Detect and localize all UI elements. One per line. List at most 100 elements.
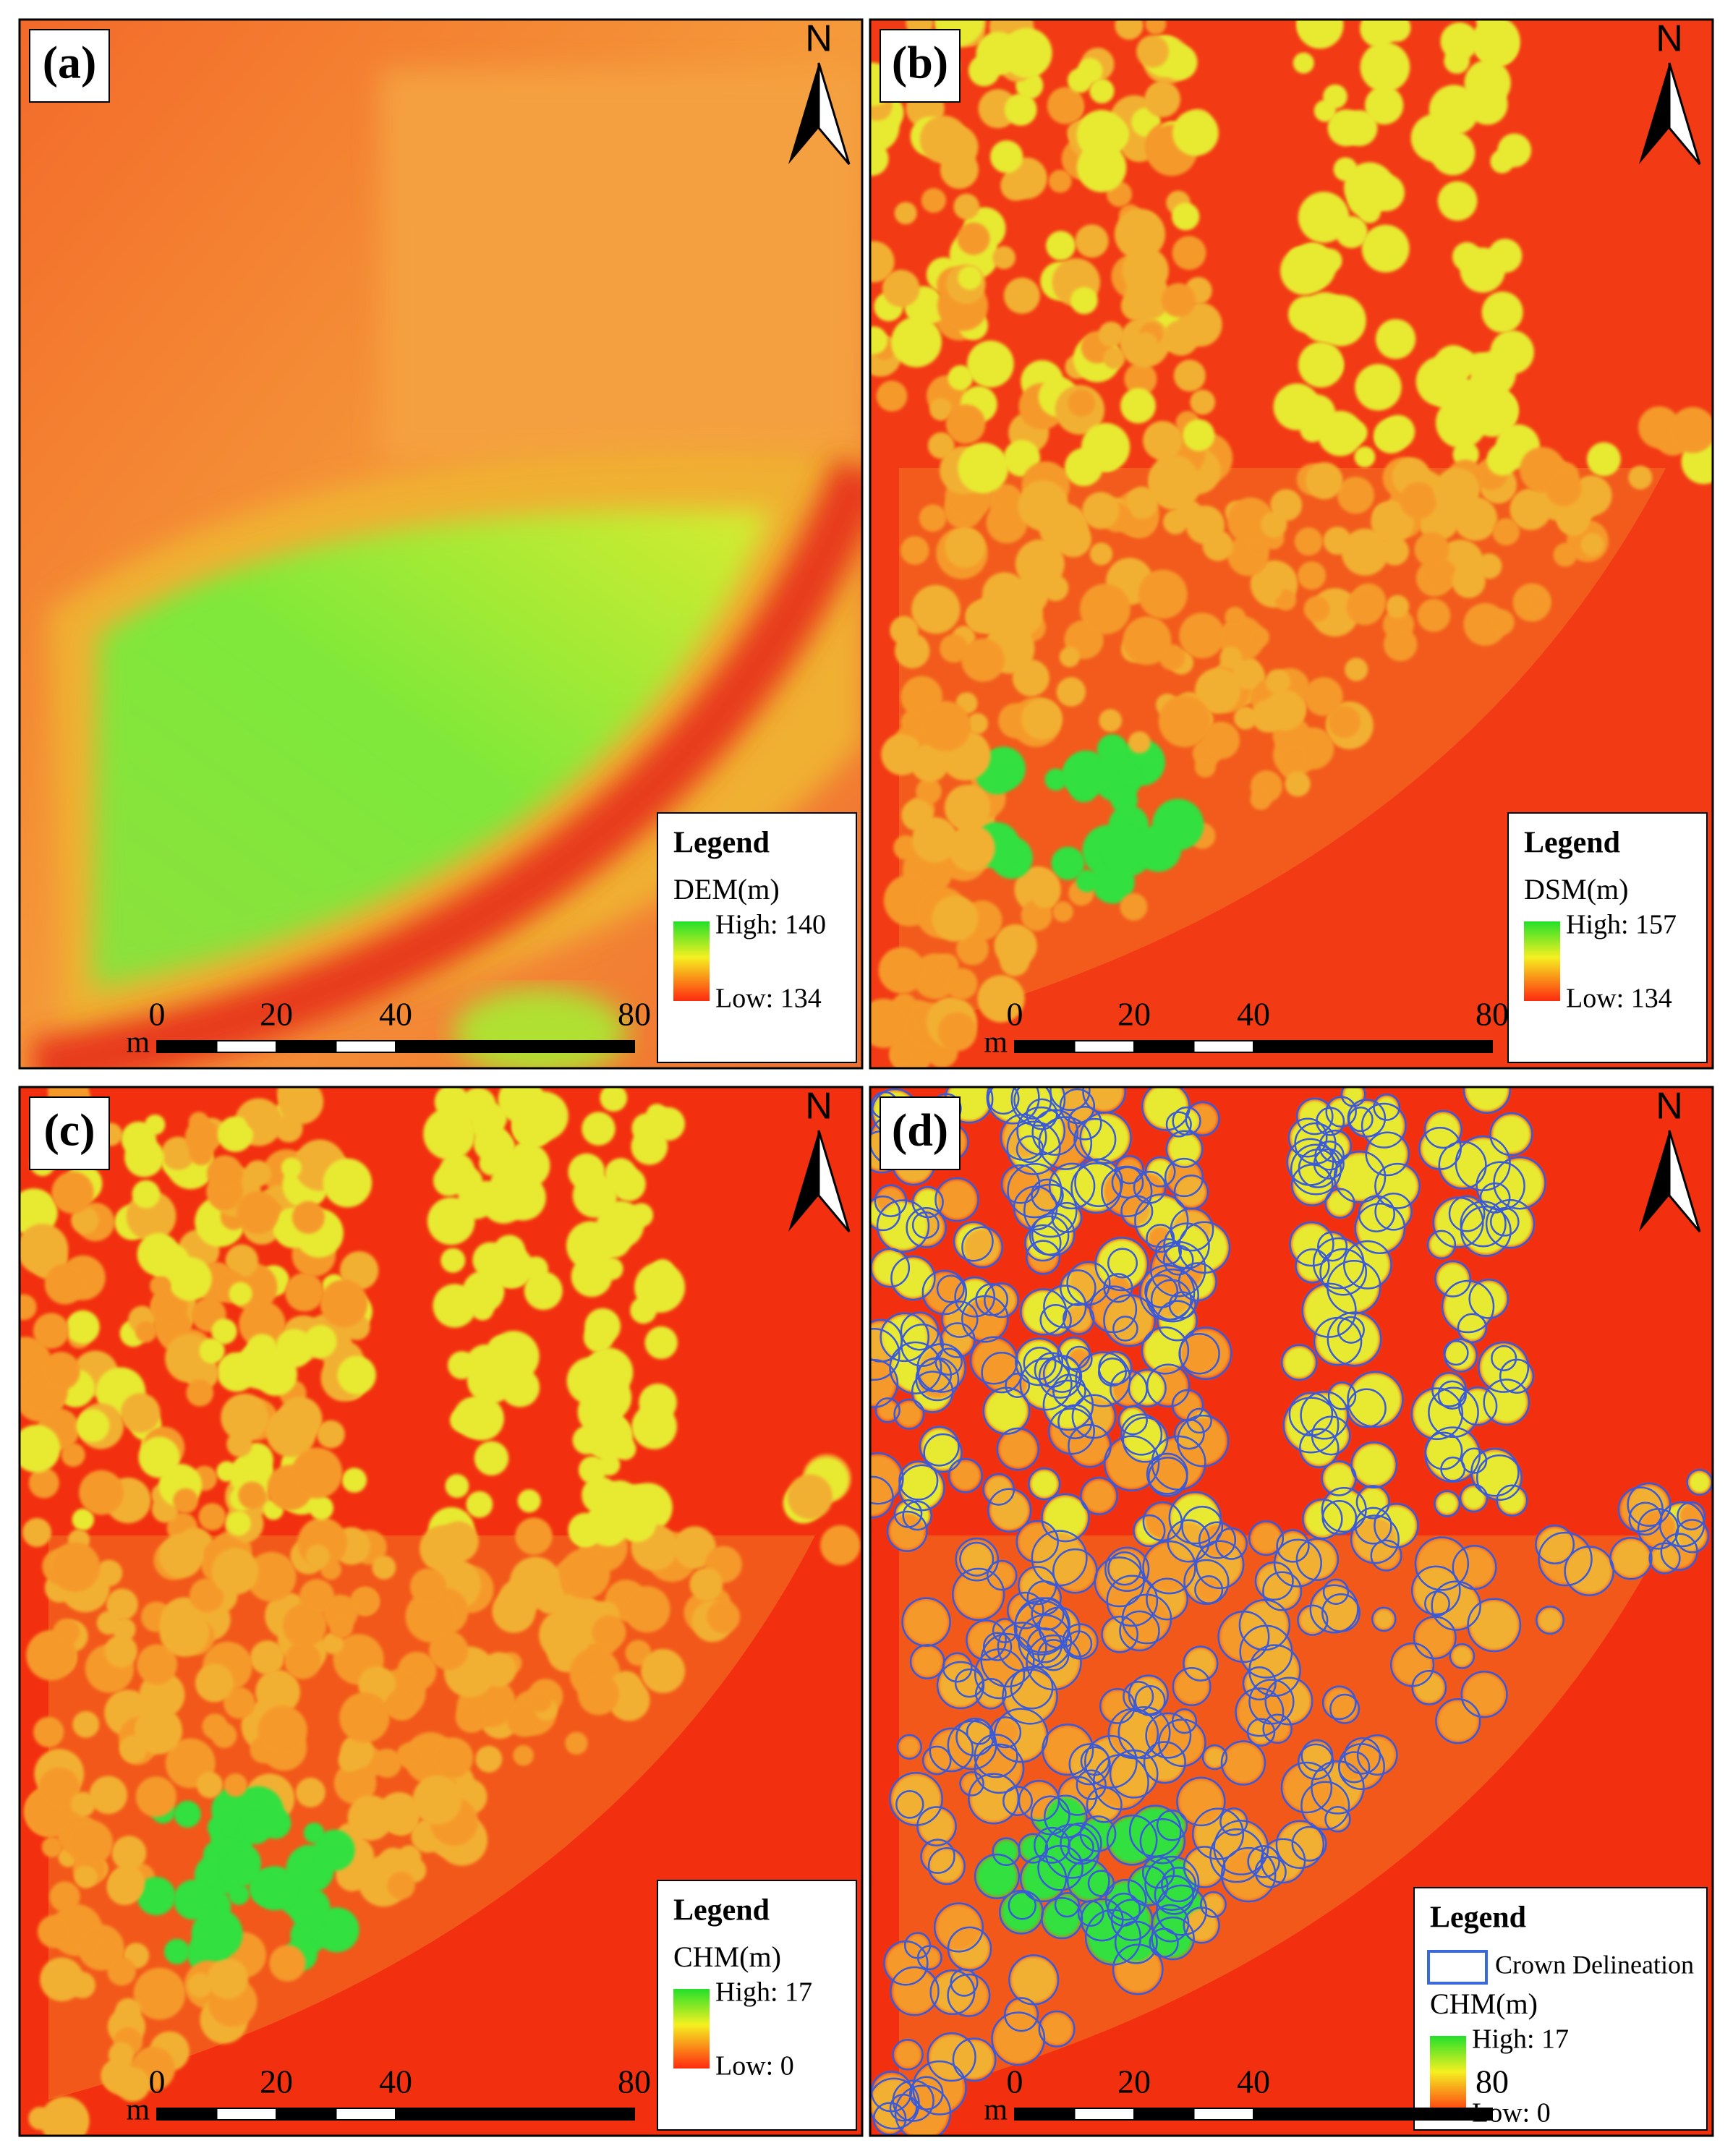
crown-outline bbox=[1254, 1856, 1287, 1888]
crown-outline bbox=[921, 1269, 968, 1316]
tree-crown bbox=[1131, 1676, 1167, 1713]
tree-crown bbox=[1044, 768, 1068, 791]
tree-crown bbox=[936, 1904, 982, 1951]
crown-outline bbox=[1177, 1415, 1230, 1467]
tree-crown bbox=[1469, 1600, 1519, 1650]
crown-outline bbox=[1109, 1749, 1159, 1799]
tree-crown bbox=[932, 1972, 974, 2013]
tree-crown bbox=[1176, 1420, 1203, 1448]
tree-crown bbox=[565, 1731, 588, 1755]
crown-outline bbox=[936, 1274, 965, 1303]
tree-crown bbox=[1136, 35, 1169, 68]
tree-crown bbox=[405, 1590, 458, 1643]
scale-tick-label: 0 bbox=[149, 996, 166, 1033]
tree-crown bbox=[450, 1408, 474, 1433]
crown-outline bbox=[1144, 1274, 1179, 1308]
crown-outline bbox=[1047, 1407, 1095, 1455]
tree-crown bbox=[1148, 455, 1199, 506]
tree-crown bbox=[1046, 1797, 1086, 1836]
crown-outline bbox=[1321, 1685, 1357, 1721]
tree-crown bbox=[168, 1257, 212, 1301]
crown-outline bbox=[1637, 1508, 1679, 1550]
tree-crown bbox=[1144, 1087, 1188, 1129]
panel-frame bbox=[869, 18, 1714, 1070]
crown-outline bbox=[1327, 1259, 1381, 1315]
tree-crown bbox=[1417, 599, 1451, 632]
scale-segment bbox=[395, 1040, 635, 1053]
tree-crown bbox=[1179, 613, 1225, 659]
tree-crown bbox=[329, 1614, 354, 1639]
crown-outline bbox=[1070, 1162, 1123, 1214]
crown-outline bbox=[1101, 1615, 1138, 1653]
tree-crown bbox=[1306, 462, 1343, 500]
tree-crown bbox=[1436, 1492, 1459, 1515]
tree-crown bbox=[289, 1887, 331, 1930]
tree-crown bbox=[79, 1470, 124, 1515]
raster bbox=[870, 1087, 1713, 2136]
scale-unit: m bbox=[126, 1026, 150, 1060]
tree-crown bbox=[184, 1119, 221, 1155]
crown-outline bbox=[1354, 1203, 1406, 1254]
tree-crown bbox=[427, 1197, 475, 1245]
crown-outline bbox=[1030, 1795, 1070, 1836]
scale-segment bbox=[156, 2108, 218, 2121]
panel-label: (a) bbox=[43, 37, 97, 88]
map-panel: (c) N Legend CHM(m) High: 17 Low: 0 0 20 40 80 m bbox=[18, 1086, 864, 2137]
tree-crown bbox=[387, 1871, 415, 1900]
north-arrow-right bbox=[817, 1130, 851, 1232]
legend-item-swatch bbox=[1427, 1950, 1488, 1985]
crown-outline bbox=[1183, 1645, 1219, 1682]
tree-crown bbox=[38, 1915, 71, 1948]
panel-frame bbox=[18, 1086, 864, 2137]
tree-crown bbox=[1175, 500, 1203, 528]
tree-crown bbox=[1527, 589, 1550, 613]
tree-crown bbox=[1046, 231, 1076, 260]
crown-outline bbox=[1006, 1120, 1061, 1175]
tree-crown bbox=[1143, 421, 1183, 460]
tree-crown bbox=[1492, 518, 1520, 546]
tree-crown bbox=[221, 1849, 259, 1887]
crown-outline bbox=[1434, 1490, 1461, 1517]
tree-crown bbox=[1225, 606, 1246, 628]
tree-crown bbox=[1651, 1544, 1679, 1572]
tree-crown bbox=[278, 1087, 324, 1125]
crown-outline bbox=[1031, 1212, 1076, 1257]
crown-outline bbox=[1365, 1131, 1410, 1177]
tree-crown bbox=[958, 1720, 992, 1755]
tree-crown bbox=[1345, 657, 1368, 681]
tree-crown bbox=[1261, 511, 1287, 538]
tree-crown bbox=[1138, 569, 1188, 619]
tree-crown bbox=[313, 1829, 355, 1871]
crown-outline bbox=[1071, 1394, 1117, 1439]
tree-crown bbox=[989, 1490, 1030, 1530]
tree-crown bbox=[1057, 1894, 1078, 1915]
crown-outline bbox=[1200, 1891, 1227, 1918]
tree-crown bbox=[1033, 886, 1055, 908]
crown-outline bbox=[1084, 1735, 1138, 1789]
tree-crown bbox=[1055, 521, 1091, 558]
tree-crown bbox=[1481, 291, 1523, 333]
crown-outline bbox=[1173, 1418, 1205, 1450]
legend-high: High: 157 bbox=[1566, 910, 1677, 940]
crown-outline bbox=[1424, 1431, 1463, 1470]
tree-crown bbox=[445, 1474, 469, 1498]
tree-crown bbox=[1294, 527, 1323, 556]
crown-outline bbox=[974, 1648, 1026, 1700]
tree-crown bbox=[207, 1958, 249, 1999]
tree-crown bbox=[1465, 1087, 1509, 1112]
tree-crown bbox=[339, 1251, 379, 1290]
north-arrow-right bbox=[1668, 62, 1701, 165]
tree-crown bbox=[982, 572, 1027, 617]
crown-outline bbox=[1459, 1483, 1489, 1513]
scale-tick-label: 20 bbox=[260, 996, 293, 1033]
crown-outline bbox=[984, 1282, 1020, 1318]
tree-crown bbox=[1283, 1346, 1316, 1379]
tree-crown bbox=[976, 1856, 1018, 1897]
crown-outline bbox=[1099, 1687, 1136, 1724]
scale-segment bbox=[1073, 1040, 1135, 1053]
crown-outline bbox=[1112, 1316, 1138, 1342]
crown-outline bbox=[1042, 1355, 1081, 1393]
north-label: N bbox=[805, 18, 833, 60]
tree-crown bbox=[1065, 448, 1103, 487]
